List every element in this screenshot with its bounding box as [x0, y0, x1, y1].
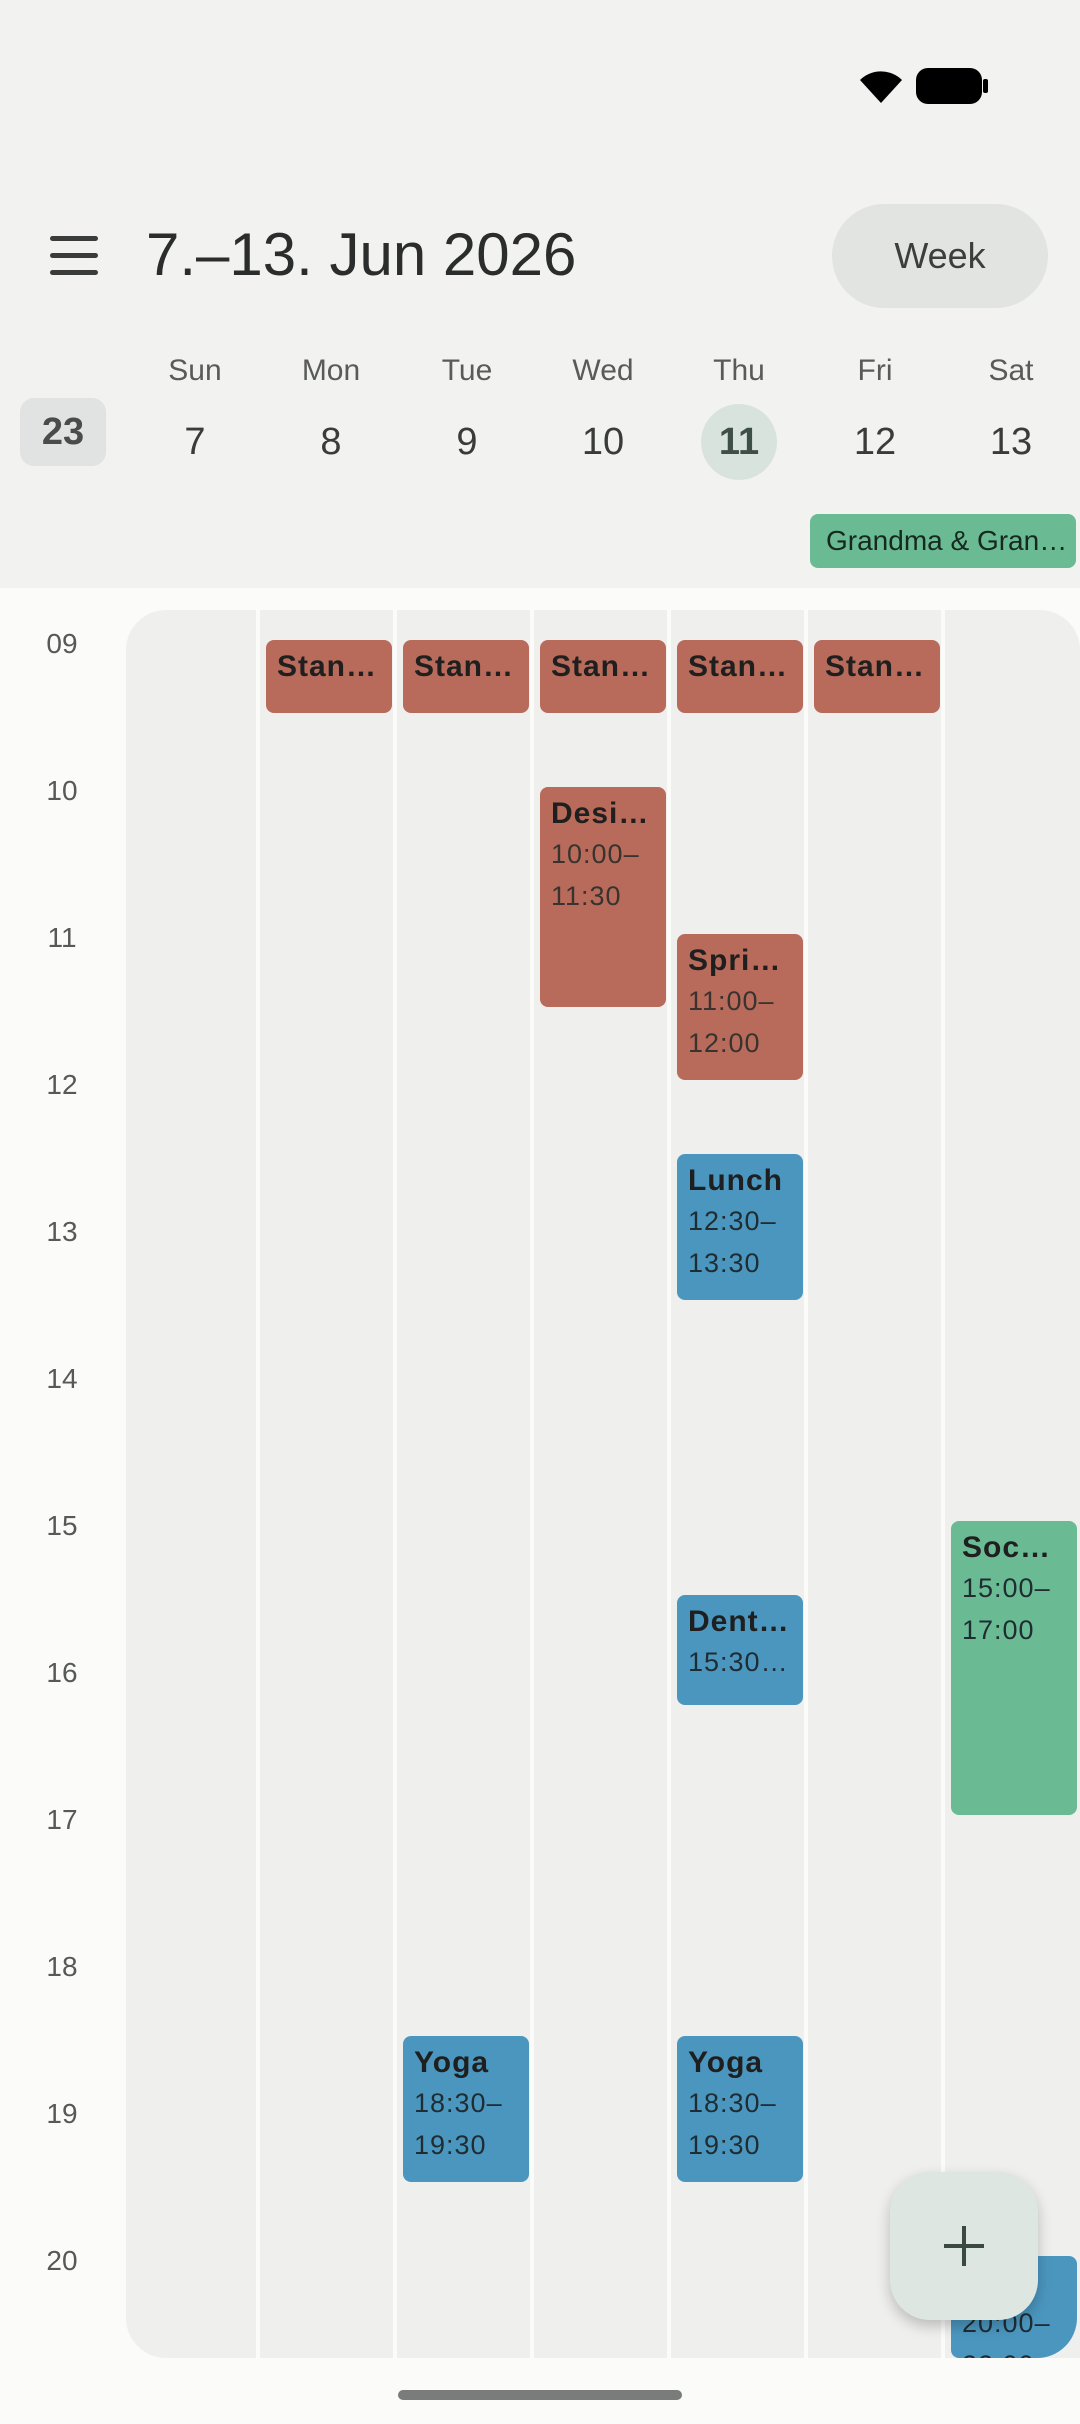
event-title: Yoga: [688, 2046, 764, 2079]
day-label-tue: Tue: [441, 354, 493, 387]
event-design-review[interactable]: Design review 10:00– 11:30: [540, 787, 666, 1007]
event-time: 15:00–: [962, 1573, 1051, 1603]
hour-label: 20: [46, 2245, 78, 2276]
event-time: 19:30: [688, 2130, 761, 2160]
event-time: 15:30…: [688, 1647, 789, 1677]
event-sprint-planning[interactable]: Sprint planning 11:00– 12:00: [677, 934, 803, 1080]
week-number-badge: 23: [20, 398, 106, 466]
day-number-wed[interactable]: 10: [581, 421, 625, 463]
day-label-fri: Fri: [857, 354, 893, 387]
column-divider: [667, 610, 671, 2358]
event-lunch[interactable]: Lunch 12:30– 13:30: [677, 1154, 803, 1300]
hour-label: 10: [46, 775, 78, 806]
day-label-mon: Mon: [301, 354, 361, 387]
event-time: 22:00: [962, 2344, 1067, 2358]
event-dentist[interactable]: Dentist 15:30…: [677, 1595, 803, 1705]
plus-icon: [944, 2226, 984, 2266]
hour-label: 13: [46, 1216, 78, 1247]
day-label-thu: Thu: [713, 354, 765, 387]
event-yoga-tue[interactable]: Yoga 18:30– 19:30: [403, 2036, 529, 2182]
event-title: Lunch: [688, 1164, 783, 1197]
battery-icon: [916, 68, 988, 104]
hour-label: 15: [46, 1510, 78, 1541]
day-number-tue[interactable]: 9: [456, 421, 478, 463]
event-time: 18:30–: [414, 2088, 503, 2118]
event-title: Sprint planning: [688, 944, 793, 977]
add-event-button[interactable]: [890, 2172, 1038, 2320]
home-indicator[interactable]: [398, 2390, 682, 2400]
event-time: 18:30–: [688, 2088, 777, 2118]
event-time: 10:00–: [551, 839, 640, 869]
column-divider: [941, 610, 945, 2358]
event-yoga-thu[interactable]: Yoga 18:30– 19:30: [677, 2036, 803, 2182]
view-mode-button[interactable]: Week: [832, 204, 1048, 308]
event-standup-wed[interactable]: Standup: [540, 640, 666, 713]
day-number-fri[interactable]: 12: [853, 421, 897, 463]
event-title: Standup: [277, 650, 382, 683]
hour-label: 18: [46, 1951, 78, 1982]
event-time: 17:00: [962, 1615, 1035, 1645]
hour-label: 17: [46, 1804, 78, 1835]
day-label-sat: Sat: [988, 354, 1034, 387]
event-title: Soccer: [962, 1531, 1067, 1564]
hour-label: 14: [46, 1363, 78, 1394]
event-standup-thu[interactable]: Standup: [677, 640, 803, 713]
day-label-wed: Wed: [572, 354, 634, 387]
menu-icon[interactable]: [44, 232, 104, 280]
column-divider: [804, 610, 808, 2358]
day-number-mon[interactable]: 8: [320, 421, 342, 463]
column-divider: [256, 610, 260, 2358]
event-time: 19:30: [414, 2130, 487, 2160]
day-number-sat[interactable]: 13: [989, 421, 1033, 463]
allday-event[interactable]: Grandma & Grandpa visit: [810, 514, 1076, 568]
day-number-thu-today[interactable]: 11: [701, 404, 777, 480]
event-title: Standup: [688, 650, 793, 683]
column-divider: [393, 610, 397, 2358]
event-title: Standup: [551, 650, 656, 683]
event-time: 12:00: [688, 1028, 761, 1058]
event-title: Standup: [414, 650, 519, 683]
hour-label: 16: [46, 1657, 78, 1688]
event-time: 11:30: [551, 881, 622, 911]
column-divider: [530, 610, 534, 2358]
event-soccer[interactable]: Soccer 15:00– 17:00: [951, 1521, 1077, 1815]
event-title: Standup: [825, 650, 930, 683]
page-title: 7.–13. Jun 2026: [146, 221, 577, 288]
hour-label: 09: [46, 628, 78, 659]
event-standup-mon[interactable]: Standup: [266, 640, 392, 713]
day-label-sun: Sun: [168, 354, 222, 387]
event-time: 12:30–: [688, 1206, 777, 1236]
hour-label: 11: [47, 922, 77, 953]
event-time: 11:00–: [688, 986, 775, 1016]
event-title: Dentist: [688, 1605, 793, 1638]
event-time: 13:30: [688, 1248, 761, 1278]
event-standup-tue[interactable]: Standup: [403, 640, 529, 713]
wifi-icon: [860, 71, 902, 103]
hour-label: 12: [46, 1069, 78, 1100]
hour-label: 19: [46, 2098, 78, 2129]
event-standup-fri[interactable]: Standup: [814, 640, 940, 713]
event-title: Design review: [551, 797, 656, 830]
event-title: Yoga: [414, 2046, 490, 2079]
day-number-sun[interactable]: 7: [184, 421, 206, 463]
